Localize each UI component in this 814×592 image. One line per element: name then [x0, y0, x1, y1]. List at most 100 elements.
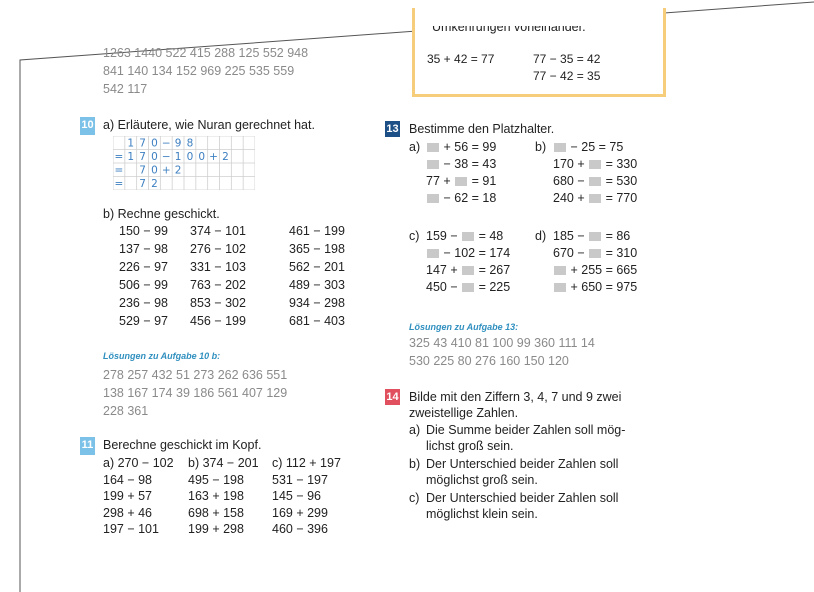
grid-digit: 2: [151, 178, 158, 190]
task-13b-label: b): [535, 140, 547, 154]
calculation-item: 145 − 96: [272, 489, 322, 503]
task-14-item-label: b): [409, 457, 421, 471]
placeholder-box: [589, 177, 602, 186]
placeholder-box: [455, 177, 468, 186]
calculation-item: 236 − 98: [119, 296, 169, 310]
task-10a-text: a) Erläutere, wie Nuran gerechnet hat.: [103, 118, 315, 132]
box-eq-1: 35 + 42 = 77: [427, 52, 495, 66]
calculation-item: c) 112 + 197: [272, 456, 341, 470]
calculation-item: 365 − 198: [289, 242, 345, 256]
placeholder-equation: + 255 = 665: [553, 263, 637, 278]
grid-digit: 2: [175, 165, 182, 177]
placeholder-box: [427, 143, 439, 152]
equation-suffix: + 255 = 665: [567, 263, 638, 277]
placeholder-box: [462, 283, 475, 292]
calculation-item: b) 374 − 201: [188, 456, 259, 470]
equation-suffix: = 91: [468, 174, 497, 188]
grid-digit: 0: [151, 165, 158, 177]
grid-digit: +: [209, 151, 218, 163]
grid-digit: 1: [175, 151, 182, 163]
grid-digit: 7: [139, 178, 146, 190]
placeholder-box: [554, 283, 566, 292]
calculation-item: 276 − 102: [190, 242, 246, 256]
calculation-item: a) 270 − 102: [103, 456, 174, 470]
top-numbers-line-2: 841 140 134 152 969 225 535 559: [103, 64, 295, 78]
grid-digit: 0: [198, 151, 205, 163]
placeholder-box: [462, 232, 475, 241]
task-14-item-label: a): [409, 423, 421, 437]
grid-digit: 0: [187, 151, 194, 163]
calculation-item: 456 − 199: [190, 314, 246, 328]
task-14-item-text: Die Summe beider Zahlen soll mög-: [426, 423, 626, 437]
task-14-item-text: möglichst klein sein.: [426, 507, 538, 521]
box-header: Umkehrungen voneinander.: [432, 20, 586, 34]
calculation-item: 169 + 299: [272, 505, 328, 520]
calculation-item: 374 − 101: [190, 224, 246, 238]
solutions-13-line-2: 530 225 80 276 160 150 120: [409, 354, 569, 368]
task-13-text: Bestimme den Platzhalter.: [409, 122, 555, 136]
equation-suffix: = 330: [602, 157, 638, 171]
task-14-item-text: Der Unterschied beider Zahlen soll: [426, 491, 619, 505]
calculation-item: 199 + 57: [103, 489, 153, 503]
placeholder-equation: 185 − = 86: [553, 229, 630, 244]
placeholder-equation: 670 − = 310: [553, 246, 637, 261]
placeholder-equation: + 650 = 975: [553, 280, 637, 295]
grid-digit: 0: [151, 138, 158, 150]
calculation-item: 698 + 158: [188, 505, 244, 520]
calculation-item: 163 + 198: [188, 489, 244, 503]
equation-suffix: = 310: [602, 246, 638, 260]
grid-digit: =: [115, 151, 124, 163]
solutions-10b-title: Lösungen zu Aufgabe 10 b:: [103, 351, 221, 361]
placeholder-box: [427, 160, 439, 169]
grid-digit: 9: [175, 138, 182, 150]
task-14-item-text: lichst groß sein.: [426, 439, 514, 453]
placeholder-equation: − 38 = 43: [426, 157, 496, 172]
equation-suffix: − 102 = 174: [440, 246, 511, 260]
placeholder-box: [589, 249, 602, 258]
placeholder-box: [462, 266, 475, 275]
placeholder-equation: − 62 = 18: [426, 191, 496, 206]
placeholder-box: [589, 160, 602, 169]
equation-prefix: 159 −: [426, 229, 462, 243]
solutions-10b-line-1: 278 257 432 51 273 262 636 551: [103, 368, 288, 382]
placeholder-equation: 450 − = 225: [426, 280, 510, 295]
grid-digit: 1: [127, 138, 134, 150]
grid-digit: 1: [127, 151, 134, 163]
box-eq-2: 77 − 35 = 42: [533, 52, 601, 66]
equation-suffix: − 25 = 75: [567, 140, 624, 154]
task-14-item-text: Der Unterschied beider Zahlen soll: [426, 457, 619, 471]
equation-prefix: 670 −: [553, 246, 589, 260]
calculation-item: 853 − 302: [190, 296, 246, 310]
placeholder-box: [427, 249, 439, 258]
equation-prefix: 170 +: [553, 157, 589, 171]
calculation-item: 150 − 99: [119, 224, 169, 238]
box-eq-3: 77 − 42 = 35: [533, 69, 601, 83]
calculation-item: 461 − 199: [289, 224, 345, 238]
calculation-item: 562 − 201: [289, 260, 345, 274]
calculation-item: 460 − 396: [272, 522, 328, 536]
equation-prefix: 147 +: [426, 263, 462, 277]
placeholder-equation: 240 + = 770: [553, 191, 637, 206]
calculation-item: 331 − 103: [190, 260, 246, 274]
equation-suffix: + 650 = 975: [567, 280, 638, 294]
grid-digit: 0: [151, 151, 158, 163]
task-13a-label: a): [409, 140, 421, 154]
equation-prefix: 450 −: [426, 280, 462, 294]
placeholder-equation: − 102 = 174: [426, 246, 510, 261]
equation-suffix: = 770: [602, 191, 638, 205]
task-14-item-label: c): [409, 491, 420, 505]
placeholder-box: [554, 266, 566, 275]
equation-prefix: 240 +: [553, 191, 589, 205]
equation-suffix: = 225: [475, 280, 511, 294]
equation-suffix: = 267: [475, 263, 511, 277]
task-13d-label: d): [535, 229, 547, 243]
placeholder-equation: 159 − = 48: [426, 229, 503, 244]
placeholder-equation: + 56 = 99: [426, 140, 496, 155]
grid-digit: 8: [187, 138, 194, 150]
equation-suffix: − 62 = 18: [440, 191, 497, 205]
grid-digit: 7: [139, 165, 146, 177]
calculation-item: 529 − 97: [119, 314, 169, 328]
task-14-line-2: zweistellige Zahlen.: [409, 406, 519, 420]
task-10-badge-underline: [80, 133, 95, 135]
solutions-10b-line-2: 138 167 174 39 186 561 407 129: [103, 386, 288, 400]
